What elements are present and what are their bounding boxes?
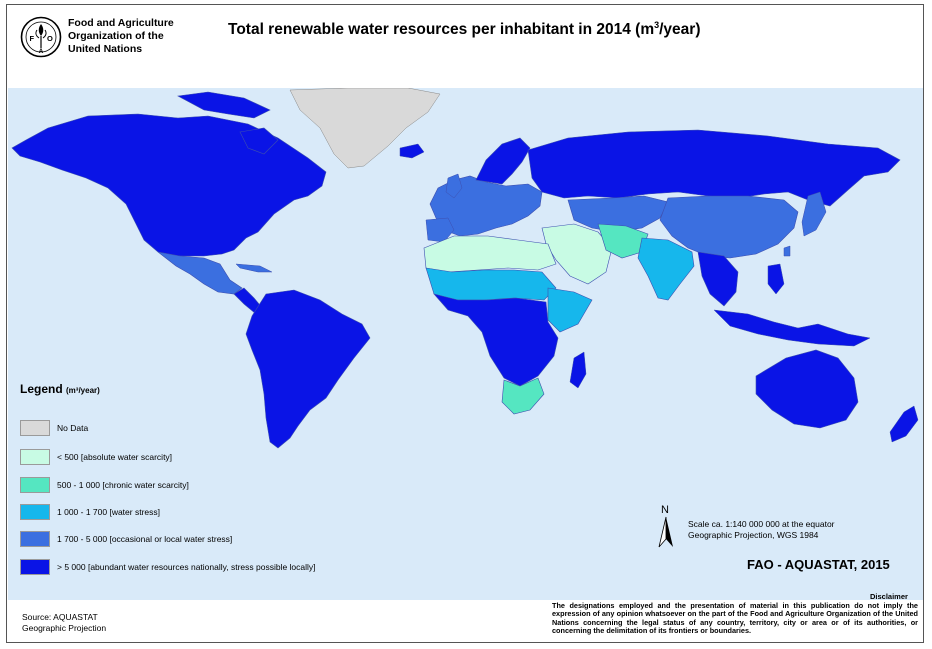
region-australia: [755, 349, 859, 429]
org-name-line2: Organization of the: [68, 30, 164, 42]
fao-logo: F O A: [20, 16, 62, 58]
scale-text: Scale ca. 1:140 000 000 at the equator G…: [688, 519, 835, 541]
org-name-line1: Food and Agriculture: [68, 17, 174, 29]
svg-text:O: O: [47, 34, 53, 43]
region-central-africa: [433, 293, 559, 387]
region-taiwan: [783, 245, 791, 257]
legend-unit: (m³/year): [66, 386, 100, 395]
legend-title-text: Legend: [20, 382, 63, 396]
legend-label: 500 - 1 000 [chronic water scarcity]: [57, 480, 189, 490]
svg-text:F: F: [30, 34, 35, 43]
region-new-zealand: [889, 405, 919, 443]
legend-label: < 500 [absolute water scarcity]: [57, 452, 173, 462]
legend-item: < 500 [absolute water scarcity]: [20, 449, 350, 467]
legend-swatch: [20, 531, 50, 547]
region-japan: [801, 191, 827, 237]
region-greenland: [289, 88, 441, 169]
region-southeast-asia: [697, 251, 739, 307]
map-title-text: Total renewable water resources per inha…: [228, 21, 655, 39]
disclaimer-text: The designations employed and the presen…: [552, 601, 918, 635]
region-south-america: [245, 289, 371, 449]
region-arctic-islands: [177, 91, 271, 119]
legend-item: 1 000 - 1 700 [water stress]: [20, 504, 350, 522]
disclaimer-title: Disclaimer: [870, 592, 908, 601]
world-map: [8, 88, 923, 600]
legend-swatch: [20, 449, 50, 465]
region-southern-africa: [501, 377, 545, 415]
legend-swatch: [20, 477, 50, 493]
north-label: N: [661, 504, 669, 516]
legend-item: No Data: [20, 420, 350, 438]
region-central-asia: [567, 195, 669, 233]
scale-line1: Scale ca. 1:140 000 000 at the equator: [688, 519, 835, 529]
region-madagascar: [569, 351, 587, 389]
region-north-america: [11, 113, 327, 257]
region-iberia: [425, 217, 455, 243]
region-south-asia: [637, 237, 695, 301]
legend-label: 1 700 - 5 000 [occasional or local water…: [57, 534, 233, 544]
region-indonesia: [713, 309, 871, 347]
region-caribbean: [235, 263, 273, 273]
organization-name: Food and Agriculture Organization of the…: [68, 17, 178, 56]
map-title: Total renewable water resources per inha…: [228, 20, 701, 39]
region-philippines: [767, 263, 785, 295]
legend-item: > 5 000 [abundant water resources nation…: [20, 559, 350, 577]
legend-label: > 5 000 [abundant water resources nation…: [57, 562, 316, 572]
legend-swatch: [20, 420, 50, 436]
region-mexico: [157, 251, 243, 295]
svg-text:A: A: [39, 48, 44, 55]
source-line1: Source: AQUASTAT: [22, 612, 98, 622]
org-name-line3: United Nations: [68, 43, 143, 55]
region-iceland: [399, 143, 425, 159]
source-text: Source: AQUASTAT Geographic Projection: [22, 612, 106, 634]
region-arctic-islands-2: [239, 127, 279, 155]
region-sahel: [425, 267, 557, 301]
map-title-end: /year): [659, 21, 701, 39]
source-line2: Geographic Projection: [22, 623, 107, 633]
legend-label: No Data: [57, 423, 89, 433]
legend-swatch: [20, 504, 50, 520]
map-title-superscript: 3: [654, 20, 660, 30]
credit-text: FAO - AQUASTAT, 2015: [747, 557, 890, 572]
legend-item: 1 700 - 5 000 [occasional or local water…: [20, 531, 350, 549]
north-arrow-icon: N: [658, 504, 673, 548]
region-uk: [445, 173, 463, 199]
region-scandinavia: [475, 137, 531, 185]
scale-line2: Geographic Projection, WGS 1984: [688, 530, 819, 540]
legend-label: 1 000 - 1 700 [water stress]: [57, 507, 160, 517]
legend-title: Legend (m³/year): [20, 382, 100, 396]
legend-swatch: [20, 559, 50, 575]
region-china: [659, 195, 799, 259]
legend-item: 500 - 1 000 [chronic water scarcity]: [20, 477, 350, 495]
